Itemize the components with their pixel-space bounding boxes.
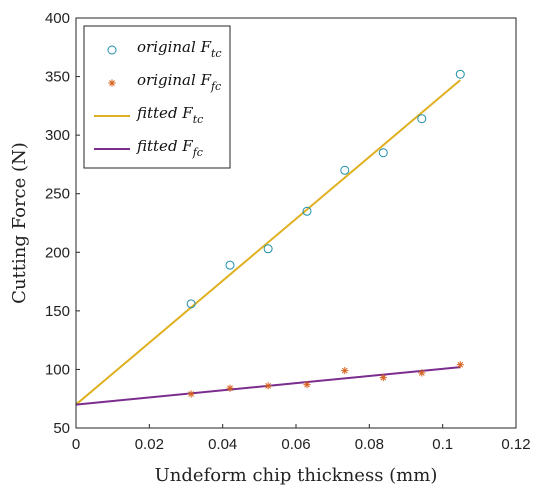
y-tick-label: 250 bbox=[45, 186, 70, 203]
point-fc bbox=[379, 374, 387, 382]
x-tick-label: 0.1 bbox=[432, 436, 453, 453]
point-tc bbox=[378, 148, 388, 158]
line-tc bbox=[75, 79, 461, 406]
y-axis: 50 100 150 200 250 300 350 400 bbox=[45, 10, 80, 437]
point-fc bbox=[456, 361, 464, 369]
plot-content bbox=[75, 69, 465, 406]
point-fc bbox=[226, 384, 234, 392]
y-tick-label: 50 bbox=[53, 420, 70, 437]
y-tick-label: 200 bbox=[45, 244, 70, 261]
y-tick-label: 400 bbox=[45, 10, 70, 27]
x-tick-label: 0.08 bbox=[355, 436, 384, 453]
point-tc bbox=[186, 299, 196, 309]
x-tick-label: 0.12 bbox=[501, 436, 530, 453]
point-fc bbox=[341, 367, 349, 375]
y-tick-label: 100 bbox=[45, 361, 70, 378]
point-tc bbox=[225, 260, 235, 270]
legend-label: original Ffc bbox=[137, 71, 221, 93]
point-tc bbox=[417, 114, 427, 124]
x-axis: 0 0.02 0.04 0.06 0.08 0.1 0.12 bbox=[72, 424, 531, 453]
legend-label: fitted Ftc bbox=[136, 104, 203, 126]
x-axis-title: Undeform chip thickness (mm) bbox=[155, 465, 438, 486]
point-tc bbox=[263, 244, 273, 254]
x-tick-label: 0.06 bbox=[281, 436, 310, 453]
point-fc bbox=[303, 381, 311, 389]
point-tc bbox=[455, 69, 465, 79]
legend-label: fitted Ffc bbox=[136, 137, 203, 159]
x-tick-label: 0.02 bbox=[135, 436, 164, 453]
point-tc bbox=[340, 165, 350, 175]
legend: original Ftc original Ffc fitted Ftc fitted… bbox=[83, 25, 231, 169]
x-tick-label: 0 bbox=[72, 436, 80, 453]
point-fc bbox=[264, 382, 272, 390]
legend-marker-tc bbox=[107, 45, 117, 55]
legend-marker-fc bbox=[108, 79, 116, 87]
point-tc bbox=[302, 206, 312, 216]
x-tick-label: 0.04 bbox=[208, 436, 237, 453]
point-fc bbox=[187, 390, 195, 398]
legend-label: original Ftc bbox=[137, 38, 222, 60]
y-tick-label: 150 bbox=[45, 303, 70, 320]
y-axis-title: Cutting Force (N) bbox=[9, 142, 30, 304]
point-fc bbox=[418, 369, 426, 377]
y-tick-label: 350 bbox=[45, 69, 70, 86]
y-tick-label: 300 bbox=[45, 127, 70, 144]
